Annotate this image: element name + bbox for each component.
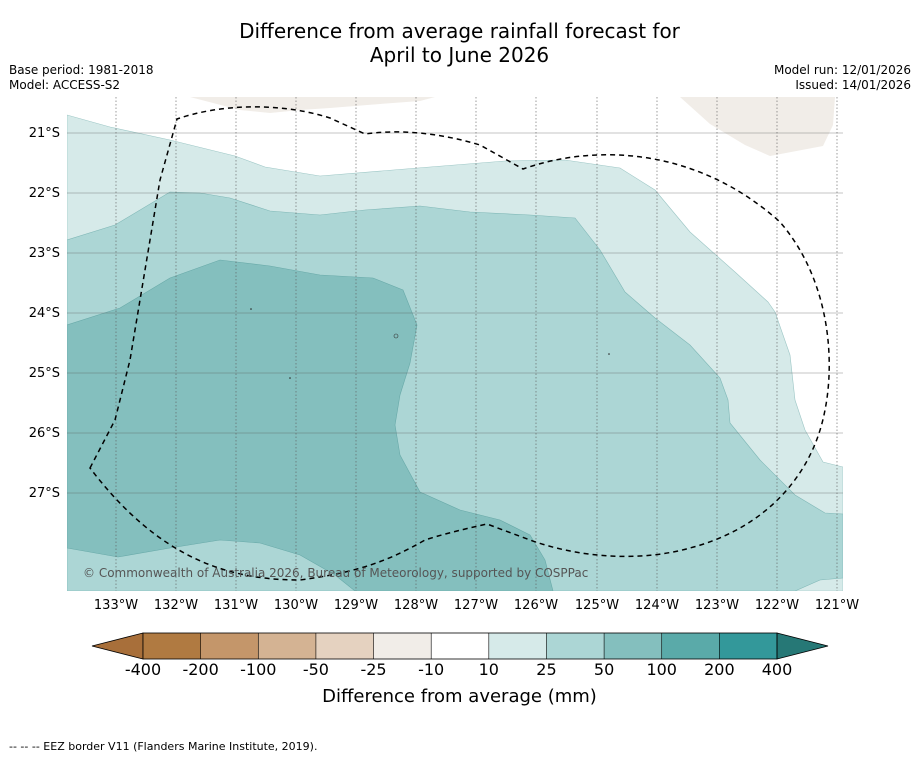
rain-band-50-100: [67, 259, 554, 591]
lat-label-23s: 23°S: [28, 246, 60, 261]
lat-label-26s: 26°S: [28, 426, 60, 441]
colorbar-tick-label: 400: [761, 660, 793, 679]
colorbar-tick-label: 200: [704, 660, 735, 679]
land-area-north: [190, 97, 435, 113]
colorbar-tick-label: -200: [182, 660, 219, 679]
graticule: [67, 97, 843, 591]
eez-legend-note: -- -- -- EEZ border V11 (Flanders Marine…: [9, 740, 318, 753]
lon-label-123w: 123°W: [694, 598, 740, 613]
lon-label-125w: 125°W: [574, 598, 620, 613]
lon-label-132w: 132°W: [153, 598, 199, 613]
eez-border: [89, 106, 830, 581]
lat-label-25s: 25°S: [28, 366, 60, 381]
colorbar-tick-label: -25: [360, 660, 387, 679]
lon-label-133w: 133°W: [93, 598, 139, 613]
islet-1: [393, 333, 399, 339]
colorbar-tick-label: -10: [418, 660, 445, 679]
lon-label-126w: 126°W: [513, 598, 559, 613]
map-title-line2: April to June 2026: [369, 43, 550, 67]
lon-label-129w: 129°W: [333, 598, 379, 613]
lon-label-128w: 128°W: [393, 598, 439, 613]
lat-label-27s: 27°S: [28, 486, 60, 501]
colorbar-title: Difference from average (mm): [322, 686, 597, 707]
map-title-line1: Difference from average rainfall forecas…: [239, 19, 680, 43]
model-name: Model: ACCESS-S2: [9, 78, 121, 92]
colorbar-tick-label: 10: [478, 660, 499, 679]
lon-label-131w: 131°W: [213, 598, 259, 613]
colorbar-tick-label: 50: [593, 660, 615, 679]
islet-3: [289, 377, 291, 379]
lat-label-24s: 24°S: [28, 306, 60, 321]
base-period: Base period: 1981-2018: [9, 63, 154, 77]
lon-label-127w: 127°W: [453, 598, 499, 613]
issued-date: Issued: 14/01/2026: [795, 78, 911, 92]
islet-4: [608, 353, 610, 355]
colorbar-tick-label: 100: [646, 660, 677, 679]
lat-label-22s: 22°S: [28, 186, 60, 201]
colorbar-tick-label: -100: [240, 660, 277, 679]
model-run: Model run: 12/01/2026: [773, 63, 911, 77]
lon-label-130w: 130°W: [273, 598, 319, 613]
colorbar-tick-label: -50: [302, 660, 329, 679]
islet-2: [250, 308, 252, 310]
copyright-notice: © Commonwealth of Australia 2026, Bureau…: [83, 566, 589, 580]
colorbar-tick-label: 25: [536, 660, 557, 679]
lat-label-21s: 21°S: [28, 126, 60, 141]
colorbar-tick-label: -400: [124, 660, 162, 679]
lon-label-124w: 124°W: [634, 598, 680, 613]
lon-label-121w: 121°W: [814, 598, 860, 613]
land-area-northeast: [680, 97, 835, 156]
lon-label-122w: 122°W: [754, 598, 800, 613]
